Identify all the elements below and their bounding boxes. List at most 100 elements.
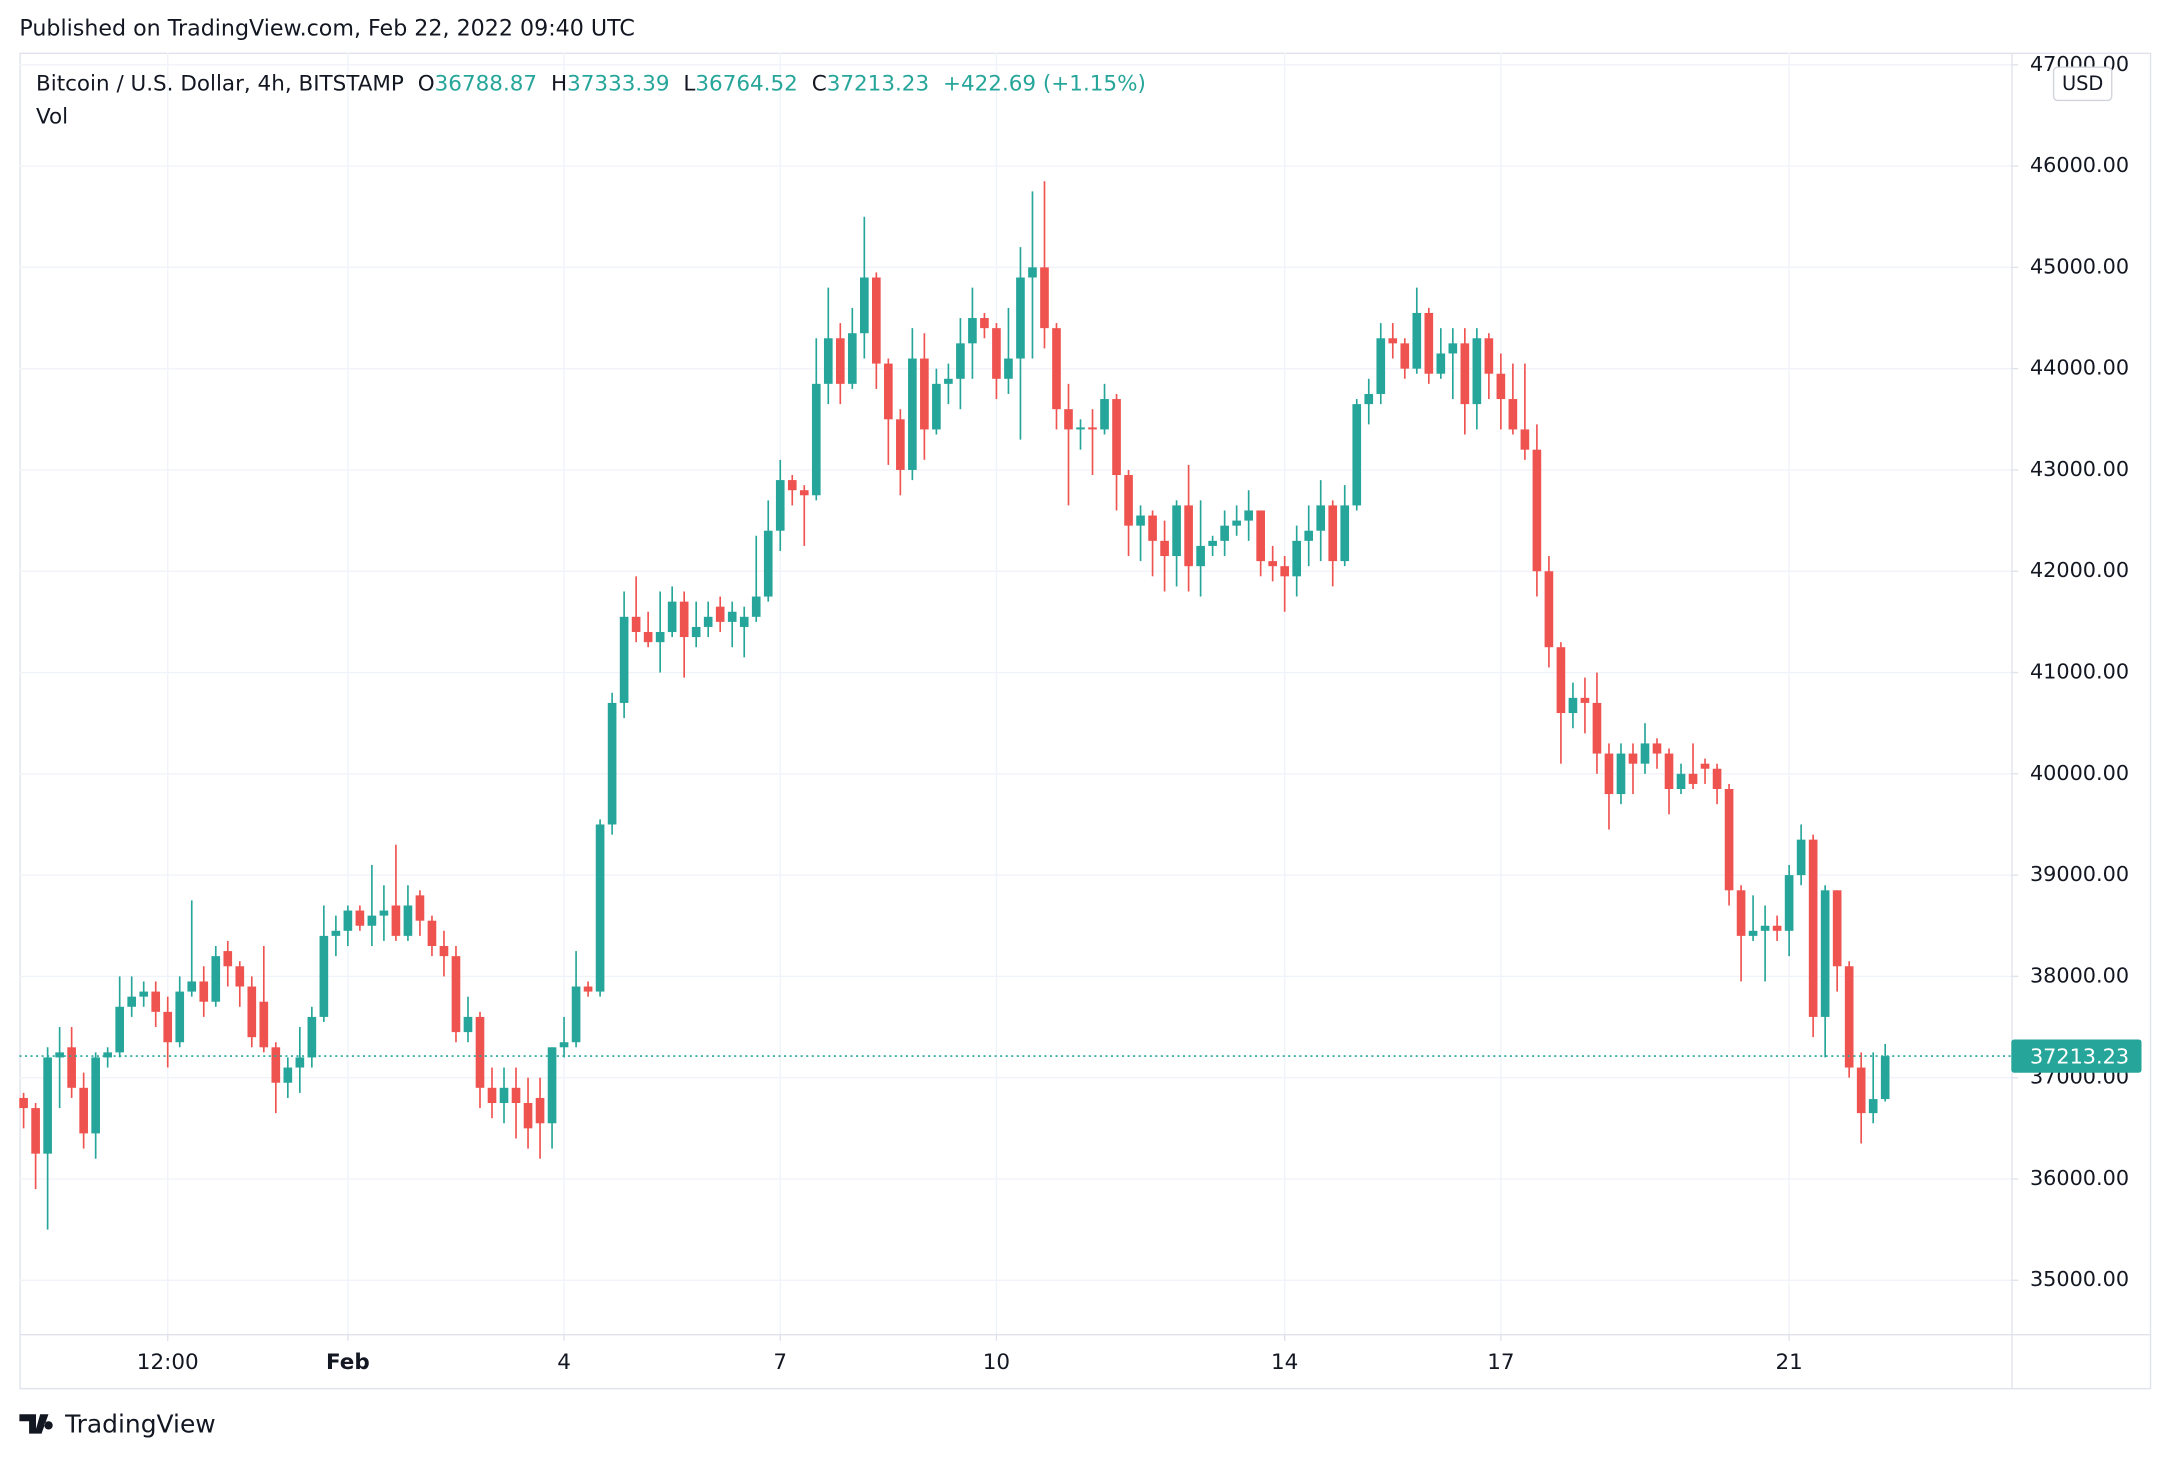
candle-body: [1640, 743, 1650, 764]
candle-body: [1544, 571, 1554, 648]
candle-body: [187, 981, 197, 992]
y-tick-label: 38000.00: [2030, 963, 2129, 987]
y-tick-label: 45000.00: [2030, 254, 2129, 278]
legend-item: 37213.23: [827, 71, 929, 96]
candle-body: [1496, 373, 1506, 400]
candle-body: [1148, 515, 1157, 541]
y-tick-label: 44000.00: [2030, 356, 2129, 380]
candle-body: [1712, 768, 1722, 790]
candle-body: [475, 1016, 485, 1088]
candle-body: [1772, 925, 1782, 931]
candle-body: [1832, 890, 1842, 967]
candles: [19, 181, 2012, 1230]
candle-body: [739, 616, 749, 627]
candle-body: [1112, 399, 1121, 476]
candle-body: [691, 626, 701, 638]
x-tick-label: 4: [557, 1350, 571, 1375]
candle-body: [1856, 1067, 1866, 1114]
candle-body: [944, 378, 953, 384]
candle-body: [1076, 427, 1085, 430]
candle-body: [415, 895, 425, 921]
candle-body: [1340, 505, 1350, 562]
candle-body: [667, 601, 677, 633]
candle-body: [559, 1042, 569, 1048]
candle-body: [1448, 343, 1458, 354]
candle-body: [1604, 753, 1614, 795]
legend-item: C: [812, 71, 827, 96]
candle-body: [571, 986, 581, 1043]
candle-body: [427, 920, 437, 947]
legend-item: L: [683, 71, 695, 96]
candle-body: [595, 824, 605, 992]
candle-body: [67, 1047, 76, 1088]
candle-body: [1808, 839, 1818, 1017]
x-tick-label: 17: [1487, 1350, 1514, 1375]
currency-label[interactable]: USD: [2062, 72, 2103, 95]
candle-body: [103, 1052, 112, 1058]
candle-body: [1328, 505, 1338, 562]
currency-box[interactable]: [2052, 66, 2113, 102]
candle-body: [968, 318, 977, 344]
candle-body: [775, 480, 785, 531]
candle-body: [1820, 890, 1830, 1017]
candle-body: [980, 318, 989, 329]
grid: [19, 52, 2012, 1334]
candle-body: [307, 1016, 317, 1058]
candle-body: [1028, 267, 1037, 278]
candle-body: [1484, 338, 1494, 374]
candle-body: [1040, 267, 1049, 329]
candle-body: [1760, 925, 1770, 931]
x-tick-label: 14: [1271, 1350, 1298, 1375]
candle-body: [91, 1057, 100, 1134]
candle-body: [535, 1097, 545, 1124]
candle-body: [295, 1057, 305, 1068]
candle-body: [607, 702, 617, 825]
candle-body: [1196, 545, 1205, 567]
candle-body: [751, 596, 761, 617]
candle-body: [1160, 540, 1169, 557]
candle-body: [956, 343, 965, 379]
candle-body: [451, 956, 461, 1033]
candle-body: [127, 996, 137, 1007]
legend-item: 36788.87: [435, 71, 537, 96]
candle-body: [1304, 530, 1314, 541]
candle-body: [1280, 566, 1290, 577]
candle-body: [223, 951, 233, 967]
last-price-label: 37213.23: [2030, 1044, 2129, 1068]
candle-body: [835, 338, 845, 384]
candle-body: [631, 616, 641, 633]
candle-body: [920, 358, 929, 430]
candle-body: [199, 981, 209, 1002]
candle-body: [115, 1006, 125, 1053]
candle-body: [163, 1011, 173, 1043]
candle-body: [319, 935, 329, 1017]
candle-body: [1472, 338, 1482, 405]
y-tick-label: 42000.00: [2030, 558, 2129, 582]
candle-body: [1688, 773, 1698, 784]
candle-body: [55, 1052, 64, 1058]
candle-body: [343, 910, 353, 931]
candle-body: [1412, 312, 1422, 369]
legend-item: 36764.52: [695, 71, 797, 96]
candle-body: [1232, 520, 1241, 526]
candle-body: [1796, 839, 1806, 876]
x-tick-label: 12:00: [137, 1350, 199, 1375]
candle-body: [1244, 510, 1253, 521]
legend-item: O: [418, 71, 435, 96]
candle-body: [1088, 427, 1097, 430]
candle-body: [1364, 393, 1374, 405]
candle-body: [1064, 409, 1073, 430]
candle-body: [1844, 966, 1854, 1068]
candle-body: [1676, 773, 1686, 790]
candle-body: [43, 1057, 52, 1154]
candle-body: [355, 910, 365, 926]
candle-body: [1184, 505, 1193, 567]
chart-frame: [19, 52, 2152, 1390]
candle-body: [1424, 312, 1434, 374]
y-tick-label: 35000.00: [2030, 1267, 2129, 1291]
candle-body: [139, 991, 149, 997]
candle-body: [487, 1087, 497, 1104]
x-tick-label: 10: [983, 1350, 1010, 1375]
candle-body: [283, 1067, 293, 1083]
